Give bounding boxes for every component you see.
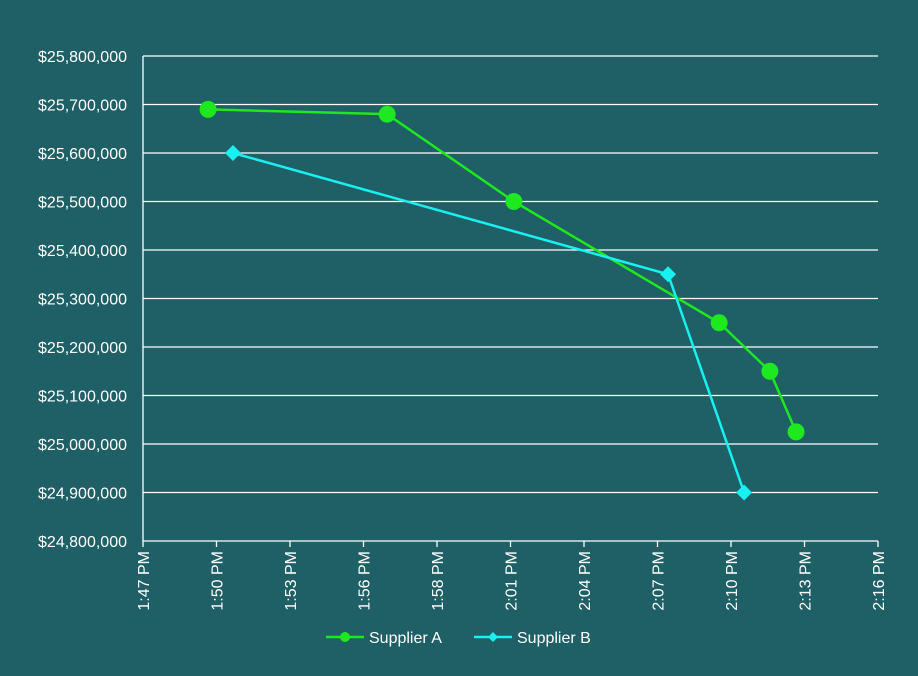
- data-point: [761, 362, 779, 380]
- x-tick-label: 1:50 PM: [210, 551, 227, 611]
- x-tick-label: 2:04 PM: [577, 551, 594, 611]
- y-axis: $24,800,000 $24,900,000 $25,000,000 $25,100…: [38, 49, 127, 551]
- x-tick-label: 2:07 PM: [651, 551, 668, 611]
- data-point: [224, 145, 241, 161]
- legend-label: Supplier A: [369, 630, 442, 647]
- x-tick-label: 2:16 PM: [871, 551, 888, 611]
- legend-label: Supplier B: [517, 630, 591, 647]
- y-tick-label: $24,800,000: [38, 534, 127, 551]
- data-point: [660, 266, 677, 283]
- y-tick-label: $25,700,000: [38, 98, 127, 115]
- data-point: [340, 632, 350, 642]
- x-tick-label: 2:01 PM: [504, 551, 521, 611]
- x-tick-label: 2:10 PM: [724, 551, 741, 611]
- y-tick-label: $25,400,000: [38, 243, 127, 260]
- x-tick-label: 2:13 PM: [798, 551, 815, 611]
- data-point: [736, 484, 753, 501]
- data-point: [199, 100, 217, 118]
- x-tick-label: 1:56 PM: [357, 551, 374, 611]
- grid: [142, 55, 878, 542]
- y-tick-label: $25,200,000: [38, 340, 127, 357]
- series-group: [199, 100, 805, 501]
- x-tick-label: 1:58 PM: [430, 551, 447, 611]
- x-tick-label: 1:47 PM: [136, 551, 153, 611]
- x-axis: 1:47 PM 1:50 PM 1:53 PM 1:56 PM 1:58 PM 2:01 …: [136, 541, 888, 611]
- series-line-2: [232, 151, 746, 493]
- y-tick-label: $25,600,000: [38, 146, 127, 163]
- y-tick-label: $24,900,000: [38, 486, 127, 503]
- data-point: [378, 105, 396, 123]
- data-point: [787, 423, 805, 441]
- y-tick-label: $25,000,000: [38, 437, 127, 454]
- data-point: [505, 193, 523, 210]
- y-tick-label: $25,100,000: [38, 389, 127, 406]
- legend: Supplier A Supplier B: [326, 630, 591, 647]
- y-tick-label: $25,800,000: [38, 49, 127, 66]
- data-point: [488, 632, 498, 642]
- series-line-1: [208, 108, 798, 433]
- data-point: [710, 314, 728, 332]
- y-tick-label: $25,500,000: [38, 195, 127, 212]
- x-tick-label: 1:53 PM: [283, 551, 300, 611]
- y-tick-label: $25,300,000: [38, 292, 127, 309]
